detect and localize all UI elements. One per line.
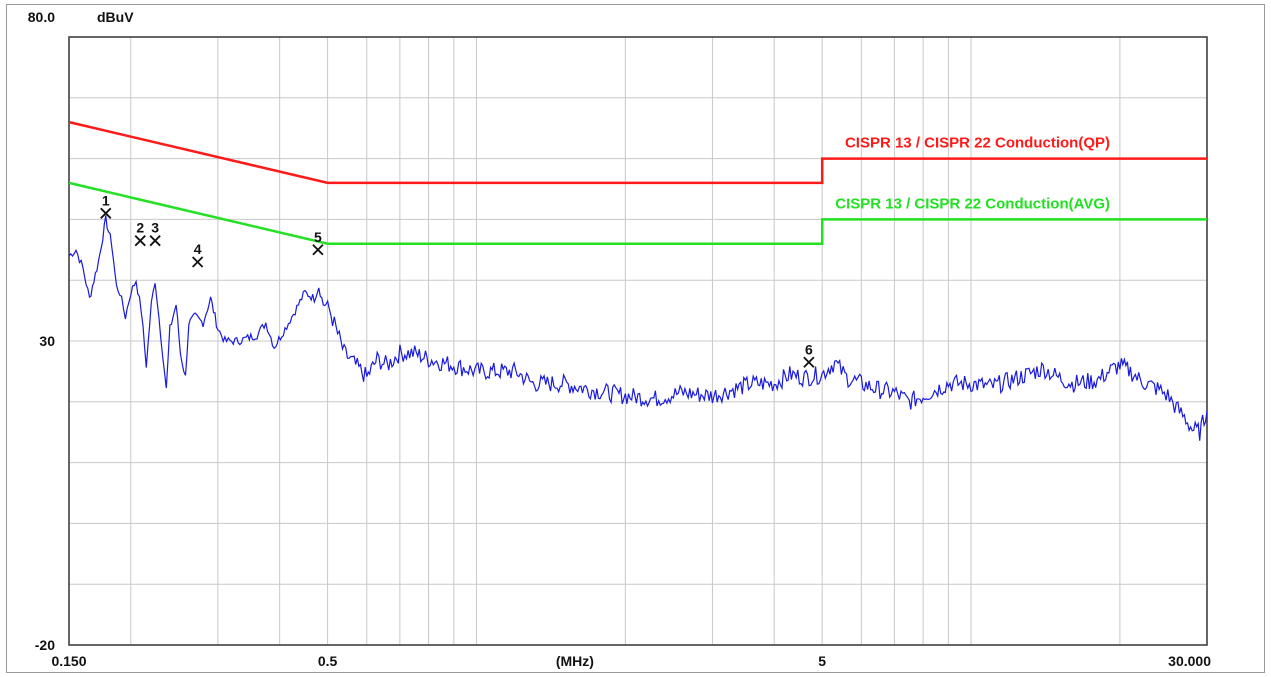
peak-marker [312,244,324,256]
y-axis-unit-label: dBuV [97,9,134,25]
limit-labels: CISPR 13 / CISPR 22 Conduction(QP) CISPR … [835,135,1110,213]
x-tick-label: 5 [818,653,826,669]
peak-marker [134,235,146,247]
measurement-series [68,215,1208,441]
peak-marker-label: 5 [314,229,322,245]
peak-marker [100,207,112,219]
y-tick-label: -20 [35,637,55,653]
limit-line-label: CISPR 13 / CISPR 22 Conduction(QP) [845,135,1110,152]
tick-labels: 80.0 30 -20 dBuV 0.150 0.5 5 30.000 (MHz) [28,9,1211,669]
limit-line [68,181,1207,245]
peak-marker-label: 3 [151,220,159,236]
plot-border [68,36,1208,646]
grid [69,37,1207,645]
limit-line-label: CISPR 13 / CISPR 22 Conduction(AVG) [835,195,1110,212]
peak-marker-label: 1 [102,192,110,208]
y-tick-label: 80.0 [28,9,55,25]
limit-line [68,120,1207,185]
peak-marker-label: 2 [136,220,144,236]
x-tick-label: 0.5 [318,653,338,669]
peak-marker [191,256,204,268]
x-tick-label: 0.150 [51,653,86,669]
peak-marker-label: 6 [805,341,813,357]
measurement-trace [68,215,1208,441]
peak-marker [149,235,161,247]
peak-marker [803,356,815,368]
x-tick-label: 30.000 [1168,653,1211,669]
y-tick-label: 30 [39,333,55,349]
peak-marker-label: 4 [194,241,202,257]
x-axis-label: (MHz) [556,653,594,669]
limit-lines [68,120,1207,245]
